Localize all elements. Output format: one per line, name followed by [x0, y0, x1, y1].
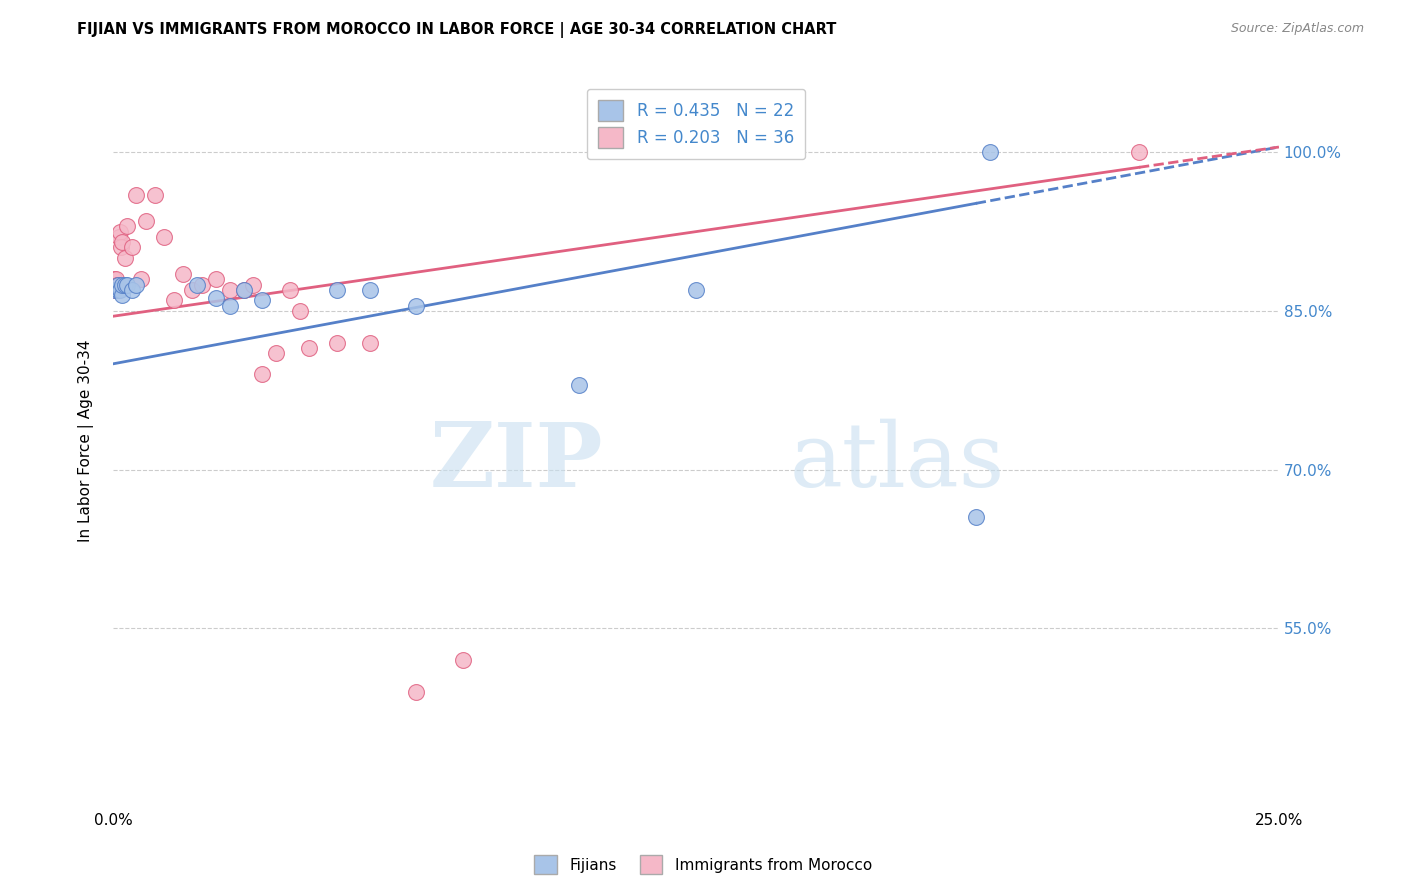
Point [125, 277, 148, 292]
Point [252, 368, 274, 382]
Point [979, 145, 1001, 160]
Point [218, 299, 240, 313]
Point [186, 277, 208, 292]
Point [232, 283, 254, 297]
Point [104, 283, 127, 297]
Point [405, 299, 427, 313]
Point [288, 304, 311, 318]
Point [107, 230, 129, 244]
Point [1128, 145, 1150, 160]
Y-axis label: In Labor Force | Age 30-34: In Labor Force | Age 30-34 [79, 339, 94, 541]
Text: ZIP: ZIP [429, 419, 603, 506]
Point [172, 267, 194, 281]
Point [163, 293, 186, 308]
Point [111, 288, 134, 302]
Point [232, 283, 254, 297]
Point [104, 283, 127, 297]
Point [298, 341, 321, 355]
Legend: Fijians, Immigrants from Morocco: Fijians, Immigrants from Morocco [529, 849, 877, 880]
Point [107, 277, 129, 292]
Point [111, 235, 134, 250]
Point [242, 277, 264, 292]
Point [326, 283, 349, 297]
Point [252, 293, 274, 308]
Point [108, 225, 131, 239]
Point [107, 283, 129, 297]
Point [114, 251, 136, 265]
Legend: R = 0.435   N = 22, R = 0.203   N = 36: R = 0.435 N = 22, R = 0.203 N = 36 [586, 88, 806, 160]
Text: atlas: atlas [789, 419, 1004, 507]
Point [115, 219, 138, 234]
Point [107, 277, 129, 292]
Point [107, 283, 129, 297]
Point [129, 272, 152, 286]
Point [326, 335, 349, 350]
Point [114, 277, 136, 292]
Point [125, 187, 148, 202]
Point [359, 335, 381, 350]
Point [143, 187, 166, 202]
Point [359, 283, 381, 297]
Point [103, 272, 125, 286]
Text: FIJIAN VS IMMIGRANTS FROM MOROCCO IN LABOR FORCE | AGE 30-34 CORRELATION CHART: FIJIAN VS IMMIGRANTS FROM MOROCCO IN LAB… [77, 22, 837, 38]
Point [111, 277, 134, 292]
Point [108, 283, 131, 297]
Text: Source: ZipAtlas.com: Source: ZipAtlas.com [1230, 22, 1364, 36]
Point [204, 272, 226, 286]
Point [204, 291, 226, 305]
Point [115, 277, 138, 292]
Point [110, 240, 132, 254]
Point [451, 653, 474, 667]
Point [264, 346, 287, 360]
Point [121, 283, 143, 297]
Point [135, 214, 157, 228]
Point [121, 240, 143, 254]
Point [153, 230, 176, 244]
Point [965, 510, 987, 524]
Point [105, 277, 128, 292]
Point [190, 277, 212, 292]
Point [278, 283, 301, 297]
Point [405, 684, 427, 698]
Point [181, 283, 204, 297]
Point [568, 378, 591, 392]
Point [685, 283, 707, 297]
Point [218, 283, 240, 297]
Point [105, 272, 128, 286]
